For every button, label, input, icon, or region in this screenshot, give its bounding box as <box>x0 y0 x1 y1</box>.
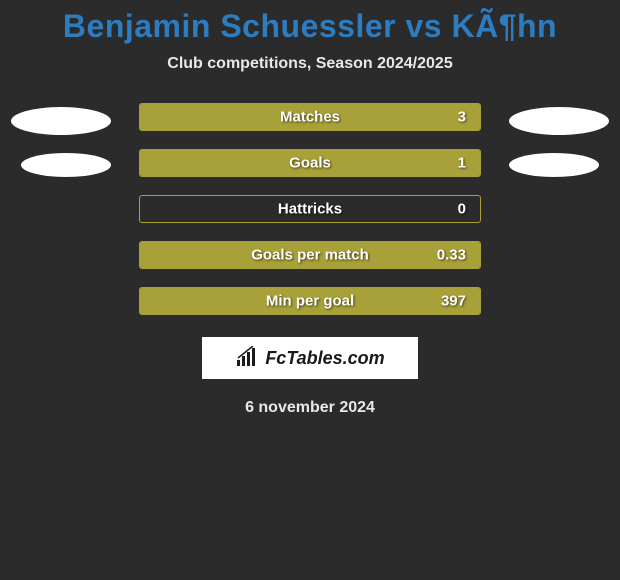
stat-label: Goals <box>289 155 331 172</box>
stat-label: Matches <box>280 109 340 126</box>
stat-value: 397 <box>441 293 466 310</box>
page-subtitle: Club competitions, Season 2024/2025 <box>0 55 620 73</box>
stat-bar-goals-per-match: Goals per match 0.33 <box>139 241 481 269</box>
stat-bar-min-per-goal: Min per goal 397 <box>139 287 481 315</box>
stat-value: 0.33 <box>437 247 466 264</box>
stats-section: Matches 3 Goals 1 Hattricks 0 Goals per … <box>0 103 620 315</box>
player-left-avatar-1 <box>11 107 111 135</box>
stat-label: Min per goal <box>266 293 354 310</box>
right-avatar-col <box>509 103 609 177</box>
brand-logo[interactable]: FcTables.com <box>202 337 418 379</box>
player-right-avatar-2 <box>509 153 599 177</box>
stat-label: Goals per match <box>251 247 369 264</box>
stat-bar-goals: Goals 1 <box>139 149 481 177</box>
footer-date: 6 november 2024 <box>0 399 620 417</box>
stat-bar-hattricks: Hattricks 0 <box>139 195 481 223</box>
stat-label: Hattricks <box>278 201 342 218</box>
player-left-avatar-2 <box>21 153 111 177</box>
stat-bar-matches: Matches 3 <box>139 103 481 131</box>
stat-value: 3 <box>458 109 466 126</box>
player-right-avatar-1 <box>509 107 609 135</box>
page-title: Benjamin Schuessler vs KÃ¶hn <box>0 8 620 45</box>
stat-value: 1 <box>458 155 466 172</box>
brand-text: FcTables.com <box>265 348 384 369</box>
stat-value: 0 <box>458 201 466 218</box>
stat-bars: Matches 3 Goals 1 Hattricks 0 Goals per … <box>139 103 481 315</box>
comparison-card: Benjamin Schuessler vs KÃ¶hn Club compet… <box>0 0 620 417</box>
left-avatar-col <box>11 103 111 177</box>
chart-icon <box>235 348 261 368</box>
